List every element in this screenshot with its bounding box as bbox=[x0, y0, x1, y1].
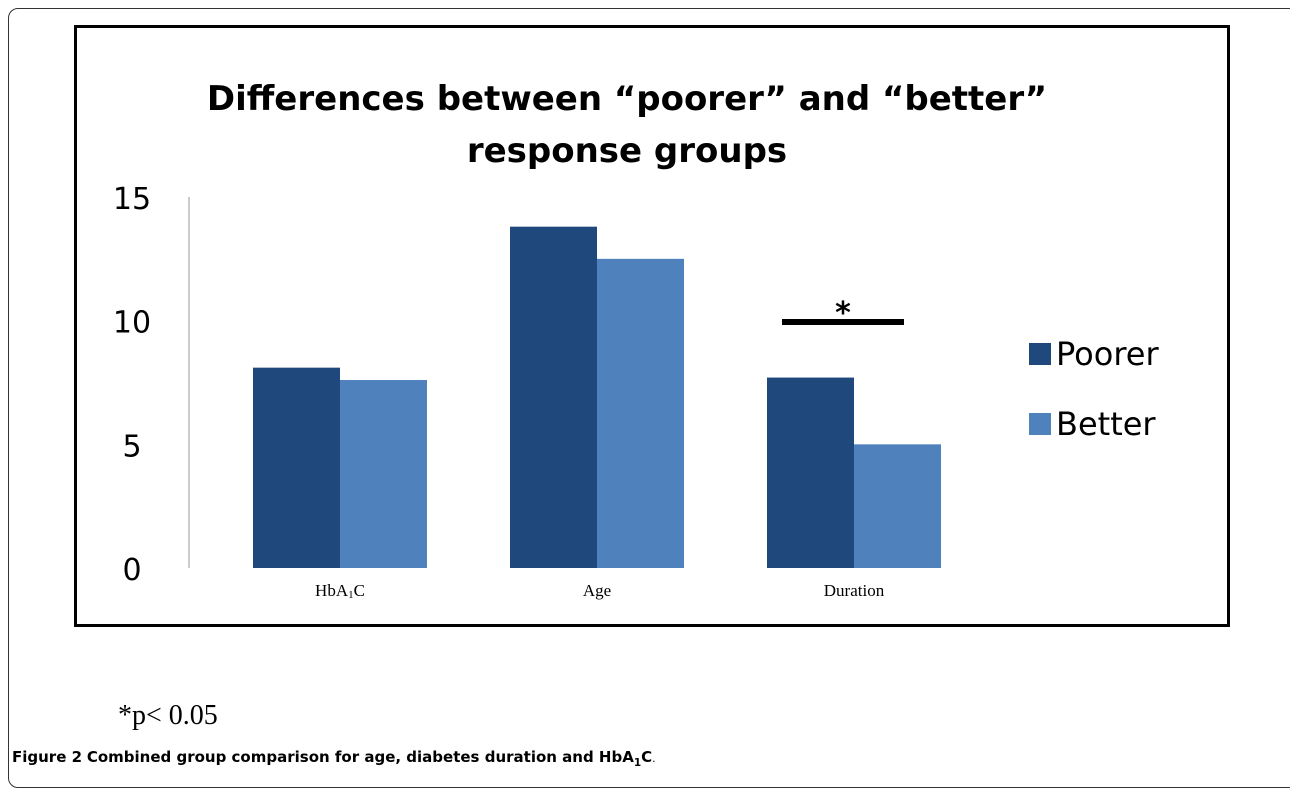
bar-better bbox=[597, 258, 684, 568]
chart-title-line: Differences between “poorer” and “better… bbox=[207, 79, 1047, 119]
bar-poorer bbox=[253, 367, 340, 568]
legend-label: Better bbox=[1056, 405, 1156, 443]
chart-container: Differences between “poorer” and “better… bbox=[74, 25, 1230, 627]
x-tick-label: Duration bbox=[824, 581, 885, 600]
y-tick-label: 15 bbox=[113, 182, 151, 217]
legend-swatch-better bbox=[1029, 413, 1051, 435]
chart-title-line: response groups bbox=[467, 131, 787, 171]
y-tick-label: 5 bbox=[122, 429, 141, 464]
caption-text: Combined group comparison for age, diabe… bbox=[86, 748, 653, 769]
legend-label: Poorer bbox=[1056, 335, 1159, 373]
bar-poorer bbox=[510, 226, 597, 568]
significance-star: * bbox=[835, 296, 851, 331]
significance-footnote: *p< 0.05 bbox=[118, 700, 218, 731]
bar-better bbox=[340, 380, 427, 568]
figure-caption: Figure 2 Combined group comparison for a… bbox=[12, 748, 656, 769]
bar-poorer bbox=[767, 377, 854, 568]
bar-better bbox=[854, 444, 941, 568]
figure-label: Figure 2 bbox=[12, 748, 83, 766]
bar-chart: Differences between “poorer” and “better… bbox=[113, 79, 1160, 601]
y-tick-label: 0 bbox=[122, 553, 141, 588]
x-tick-label: HbA1C bbox=[315, 581, 365, 601]
x-tick-label: Age bbox=[583, 581, 611, 600]
legend-swatch-poorer bbox=[1029, 343, 1051, 365]
y-tick-label: 10 bbox=[113, 306, 151, 341]
